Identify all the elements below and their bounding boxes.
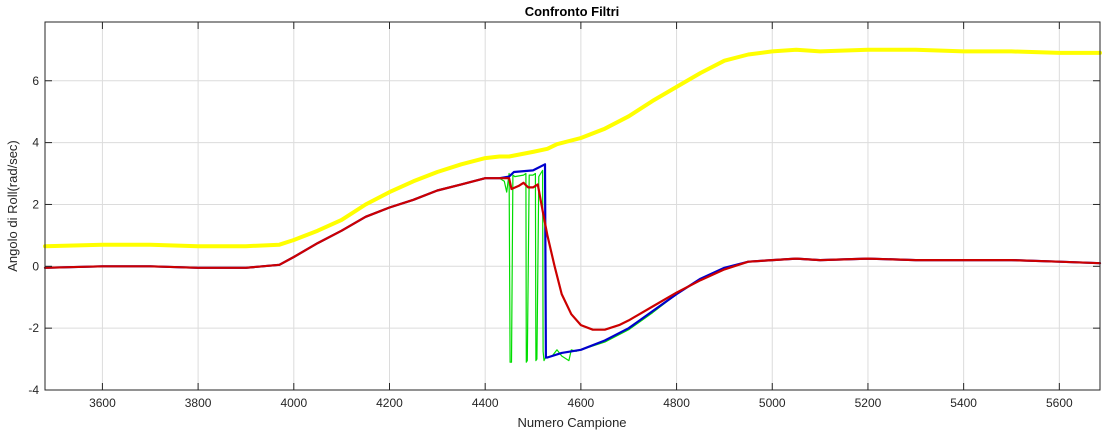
ticks: 3600 3800 4000 4200 4400 4600 4800 5000 5200 5400… <box>28 22 1100 410</box>
x-tick-label: 5200 <box>855 396 882 410</box>
y-axis-label: Angolo di Roll(rad/sec) <box>5 140 20 272</box>
y-tick-label: 6 <box>32 74 39 88</box>
y-tick-label: 2 <box>32 197 39 211</box>
x-tick-label: 5600 <box>1046 396 1073 410</box>
y-tick-label: -4 <box>28 383 39 397</box>
chart-title: Confronto Filtri <box>525 4 620 19</box>
series-line-0 <box>43 47 1102 249</box>
x-tick-label: 5400 <box>950 396 977 410</box>
x-tick-label: 4600 <box>568 396 595 410</box>
x-tick-label: 4800 <box>663 396 690 410</box>
plot-background <box>45 22 1100 390</box>
x-tick-label: 4000 <box>280 396 307 410</box>
x-axis-label: Numero Campione <box>517 415 626 430</box>
x-tick-label: 3800 <box>185 396 212 410</box>
y-tick-label: 0 <box>32 259 39 273</box>
series-line-3 <box>43 177 1102 331</box>
y-tick-label: 4 <box>32 136 39 150</box>
x-tick-label: 4200 <box>376 396 403 410</box>
plot-box <box>44 21 1101 391</box>
x-tick-label: 4400 <box>472 396 499 410</box>
y-tick-label: -2 <box>28 321 39 335</box>
x-tick-label: 5000 <box>759 396 786 410</box>
x-tick-label: 3600 <box>89 396 116 410</box>
series-layer <box>43 47 1102 363</box>
